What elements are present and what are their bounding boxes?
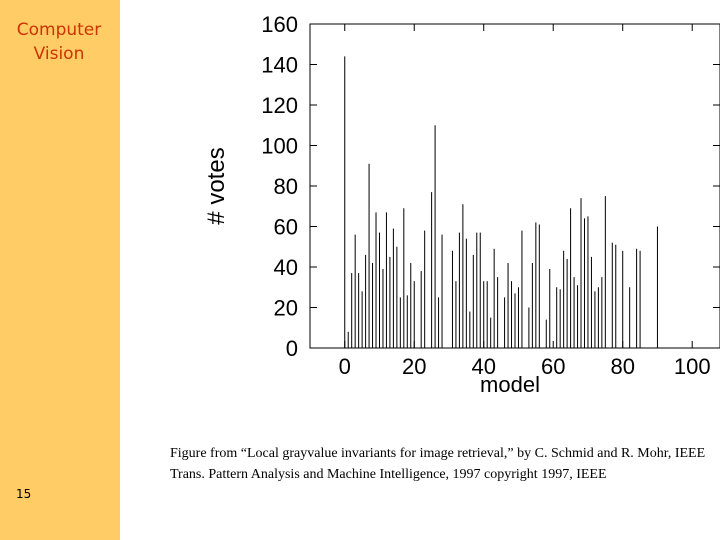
y-tick-label-100: 100 xyxy=(261,134,298,159)
sidebar-title: Computer Vision xyxy=(16,20,102,64)
y-tick-label-20: 20 xyxy=(274,296,298,321)
y-tick-label-140: 140 xyxy=(261,53,298,78)
sidebar: Computer Vision 15 xyxy=(0,0,120,540)
x-tick-label-100: 100 xyxy=(674,354,711,379)
x-tick-label-20: 20 xyxy=(402,354,426,379)
y-tick-label-80: 80 xyxy=(274,174,298,199)
figure-caption: Figure from “Local grayvalue invariants … xyxy=(170,446,706,482)
x-ticks-group: 0 20 40 60 80 100 xyxy=(339,24,711,379)
x-axis-label: model xyxy=(480,372,540,397)
page-number: 15 xyxy=(16,487,32,501)
y-tick-label-60: 60 xyxy=(274,215,298,240)
x-tick-label-0: 0 xyxy=(339,354,351,379)
y-tick-label-40: 40 xyxy=(274,255,298,280)
bars-group xyxy=(344,56,658,348)
y-tick-label-0: 0 xyxy=(286,336,298,361)
y-tick-label-160: 160 xyxy=(261,12,298,37)
x-tick-label-40: 40 xyxy=(471,354,495,379)
x-tick-label-60: 60 xyxy=(541,354,565,379)
x-tick-label-80: 80 xyxy=(610,354,634,379)
y-tick-label-120: 120 xyxy=(261,93,298,118)
y-ticks-group: 0 20 40 60 80 100 120 140 160 xyxy=(261,12,720,361)
votes-bar-chart: 0 20 40 60 80 100 0 20 40 60 80 100 120 140 160 model… xyxy=(203,12,720,397)
y-axis-label: # votes xyxy=(203,147,230,224)
